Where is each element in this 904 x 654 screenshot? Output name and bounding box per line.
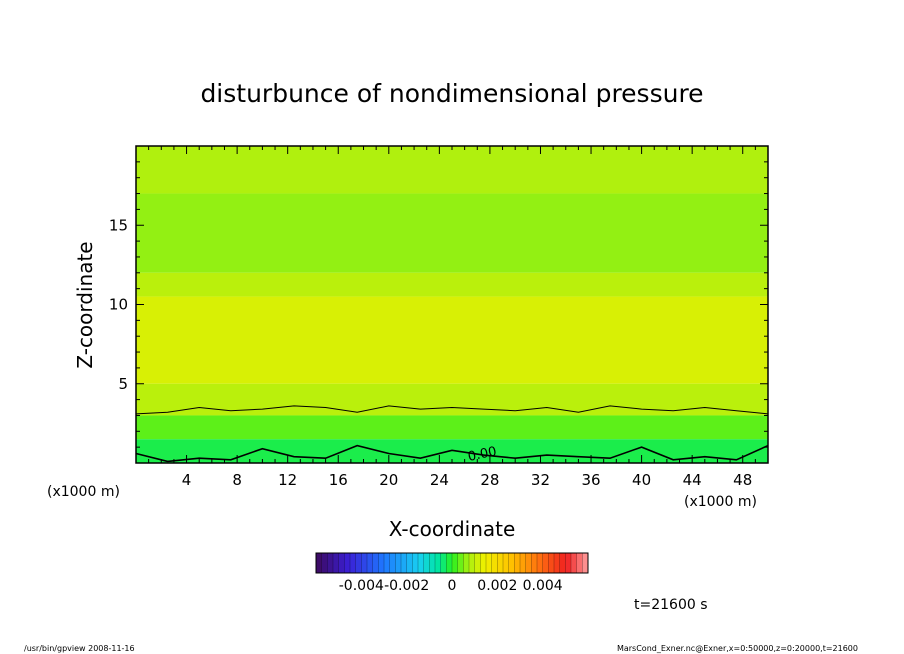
colorbar-cell	[576, 553, 583, 573]
colorbar-tick-label: 0.004	[523, 578, 563, 594]
x-unit-right: (x1000 m)	[684, 494, 757, 510]
colorbar-cell	[554, 553, 560, 573]
x-tick-label: 36	[581, 471, 600, 489]
colorbar-cell	[338, 553, 345, 573]
colorbar-cell	[508, 553, 515, 573]
contour-label: 0.00	[467, 444, 498, 465]
field-layer	[136, 272, 768, 297]
y-tick-label: 10	[109, 296, 128, 314]
x-tick-label: 20	[379, 471, 398, 489]
colorbar-tick-label: 0	[448, 578, 457, 594]
x-tick-label: 40	[632, 471, 651, 489]
colorbar-cell	[480, 553, 487, 573]
x-tick-label: 48	[733, 471, 752, 489]
colorbar-cell	[316, 553, 322, 573]
colorbar-cell	[355, 553, 362, 573]
colorbar-cell	[486, 553, 492, 573]
colorbar-cell	[327, 553, 334, 573]
contour-lines	[135, 405, 769, 463]
y-tick-label: 5	[118, 375, 128, 393]
colorbar-cell	[463, 553, 470, 573]
colorbar-cell	[389, 553, 396, 573]
colorbar-cell	[423, 553, 430, 573]
colorbar-cell	[378, 553, 385, 573]
field-layer	[136, 146, 768, 194]
colorbar-cell	[582, 553, 589, 573]
colorbar-cell	[412, 553, 419, 573]
x-unit-left: (x1000 m)	[47, 484, 120, 500]
colorbar-cell	[503, 553, 509, 573]
x-tick-label: 4	[182, 471, 192, 489]
chart-title: disturbunce of nondimensional pressure	[200, 79, 703, 108]
colorbar-cell	[559, 553, 566, 573]
colorbar-cell	[531, 553, 538, 573]
colorbar-cell	[548, 553, 555, 573]
y-tick-label: 15	[109, 216, 128, 234]
colorbar-tick-label: -0.004	[339, 578, 384, 594]
colorbar-cell	[452, 553, 458, 573]
y-axis-title: Z-coordinate	[73, 241, 97, 368]
pressure-field	[136, 146, 768, 463]
footer-left: /usr/bin/gpview 2008-11-16	[24, 644, 135, 653]
colorbar-cell	[344, 553, 351, 573]
colorbar-cell	[474, 553, 481, 573]
colorbar-cell	[395, 553, 402, 573]
colorbar-cell	[497, 553, 504, 573]
x-tick-label: 24	[430, 471, 449, 489]
x-tick-label: 28	[480, 471, 499, 489]
colorbar-cell	[429, 553, 436, 573]
colorbar-cell	[406, 553, 413, 573]
x-tick-label: 12	[278, 471, 297, 489]
colorbar-cell	[469, 553, 475, 573]
colorbar-cell	[418, 553, 424, 573]
colorbar-cell	[372, 553, 379, 573]
colorbar: -0.004 -0.002 0 0.002 0.004	[315, 552, 589, 594]
footer-right: MarsCond_Exner.nc@Exner,x=0:50000,z=0:20…	[617, 644, 858, 653]
colorbar-cell	[491, 553, 498, 573]
colorbar-cell	[440, 553, 447, 573]
field-layer	[136, 193, 768, 273]
colorbar-cell	[367, 553, 373, 573]
colorbar-cell	[565, 553, 572, 573]
colorbar-cell	[321, 553, 328, 573]
colorbar-cell	[457, 553, 464, 573]
colorbar-cell	[401, 553, 407, 573]
x-axis-title: X-coordinate	[389, 517, 516, 541]
time-label: t=21600 s	[634, 597, 708, 613]
colorbar-cell	[333, 553, 339, 573]
colorbar-cell	[514, 553, 521, 573]
colorbar-tick-label: 0.002	[477, 578, 517, 594]
colorbar-cell	[520, 553, 526, 573]
colorbar-cell	[384, 553, 390, 573]
contour-line-zero	[135, 444, 769, 463]
field-layer	[136, 415, 768, 440]
colorbar-cell	[446, 553, 453, 573]
colorbar-cell	[525, 553, 532, 573]
field-layer	[136, 296, 768, 384]
colorbar-tick-label: -0.002	[384, 578, 429, 594]
x-tick-label: 8	[232, 471, 242, 489]
colorbar-cell	[571, 553, 577, 573]
colorbar-cell	[350, 553, 356, 573]
colorbar-cell	[542, 553, 549, 573]
contour-line-upper	[135, 405, 769, 415]
colorbar-cell	[537, 553, 543, 573]
y-axis: 5 10 15	[109, 161, 768, 448]
x-tick-label: 32	[531, 471, 550, 489]
x-axis: 4 8 12 16 20 24 28 32 36 40 44 48	[148, 146, 756, 489]
colorbar-cell	[361, 553, 368, 573]
x-tick-label: 16	[329, 471, 348, 489]
x-tick-label: 44	[683, 471, 702, 489]
colorbar-frame	[315, 552, 589, 574]
colorbar-cell	[435, 553, 441, 573]
